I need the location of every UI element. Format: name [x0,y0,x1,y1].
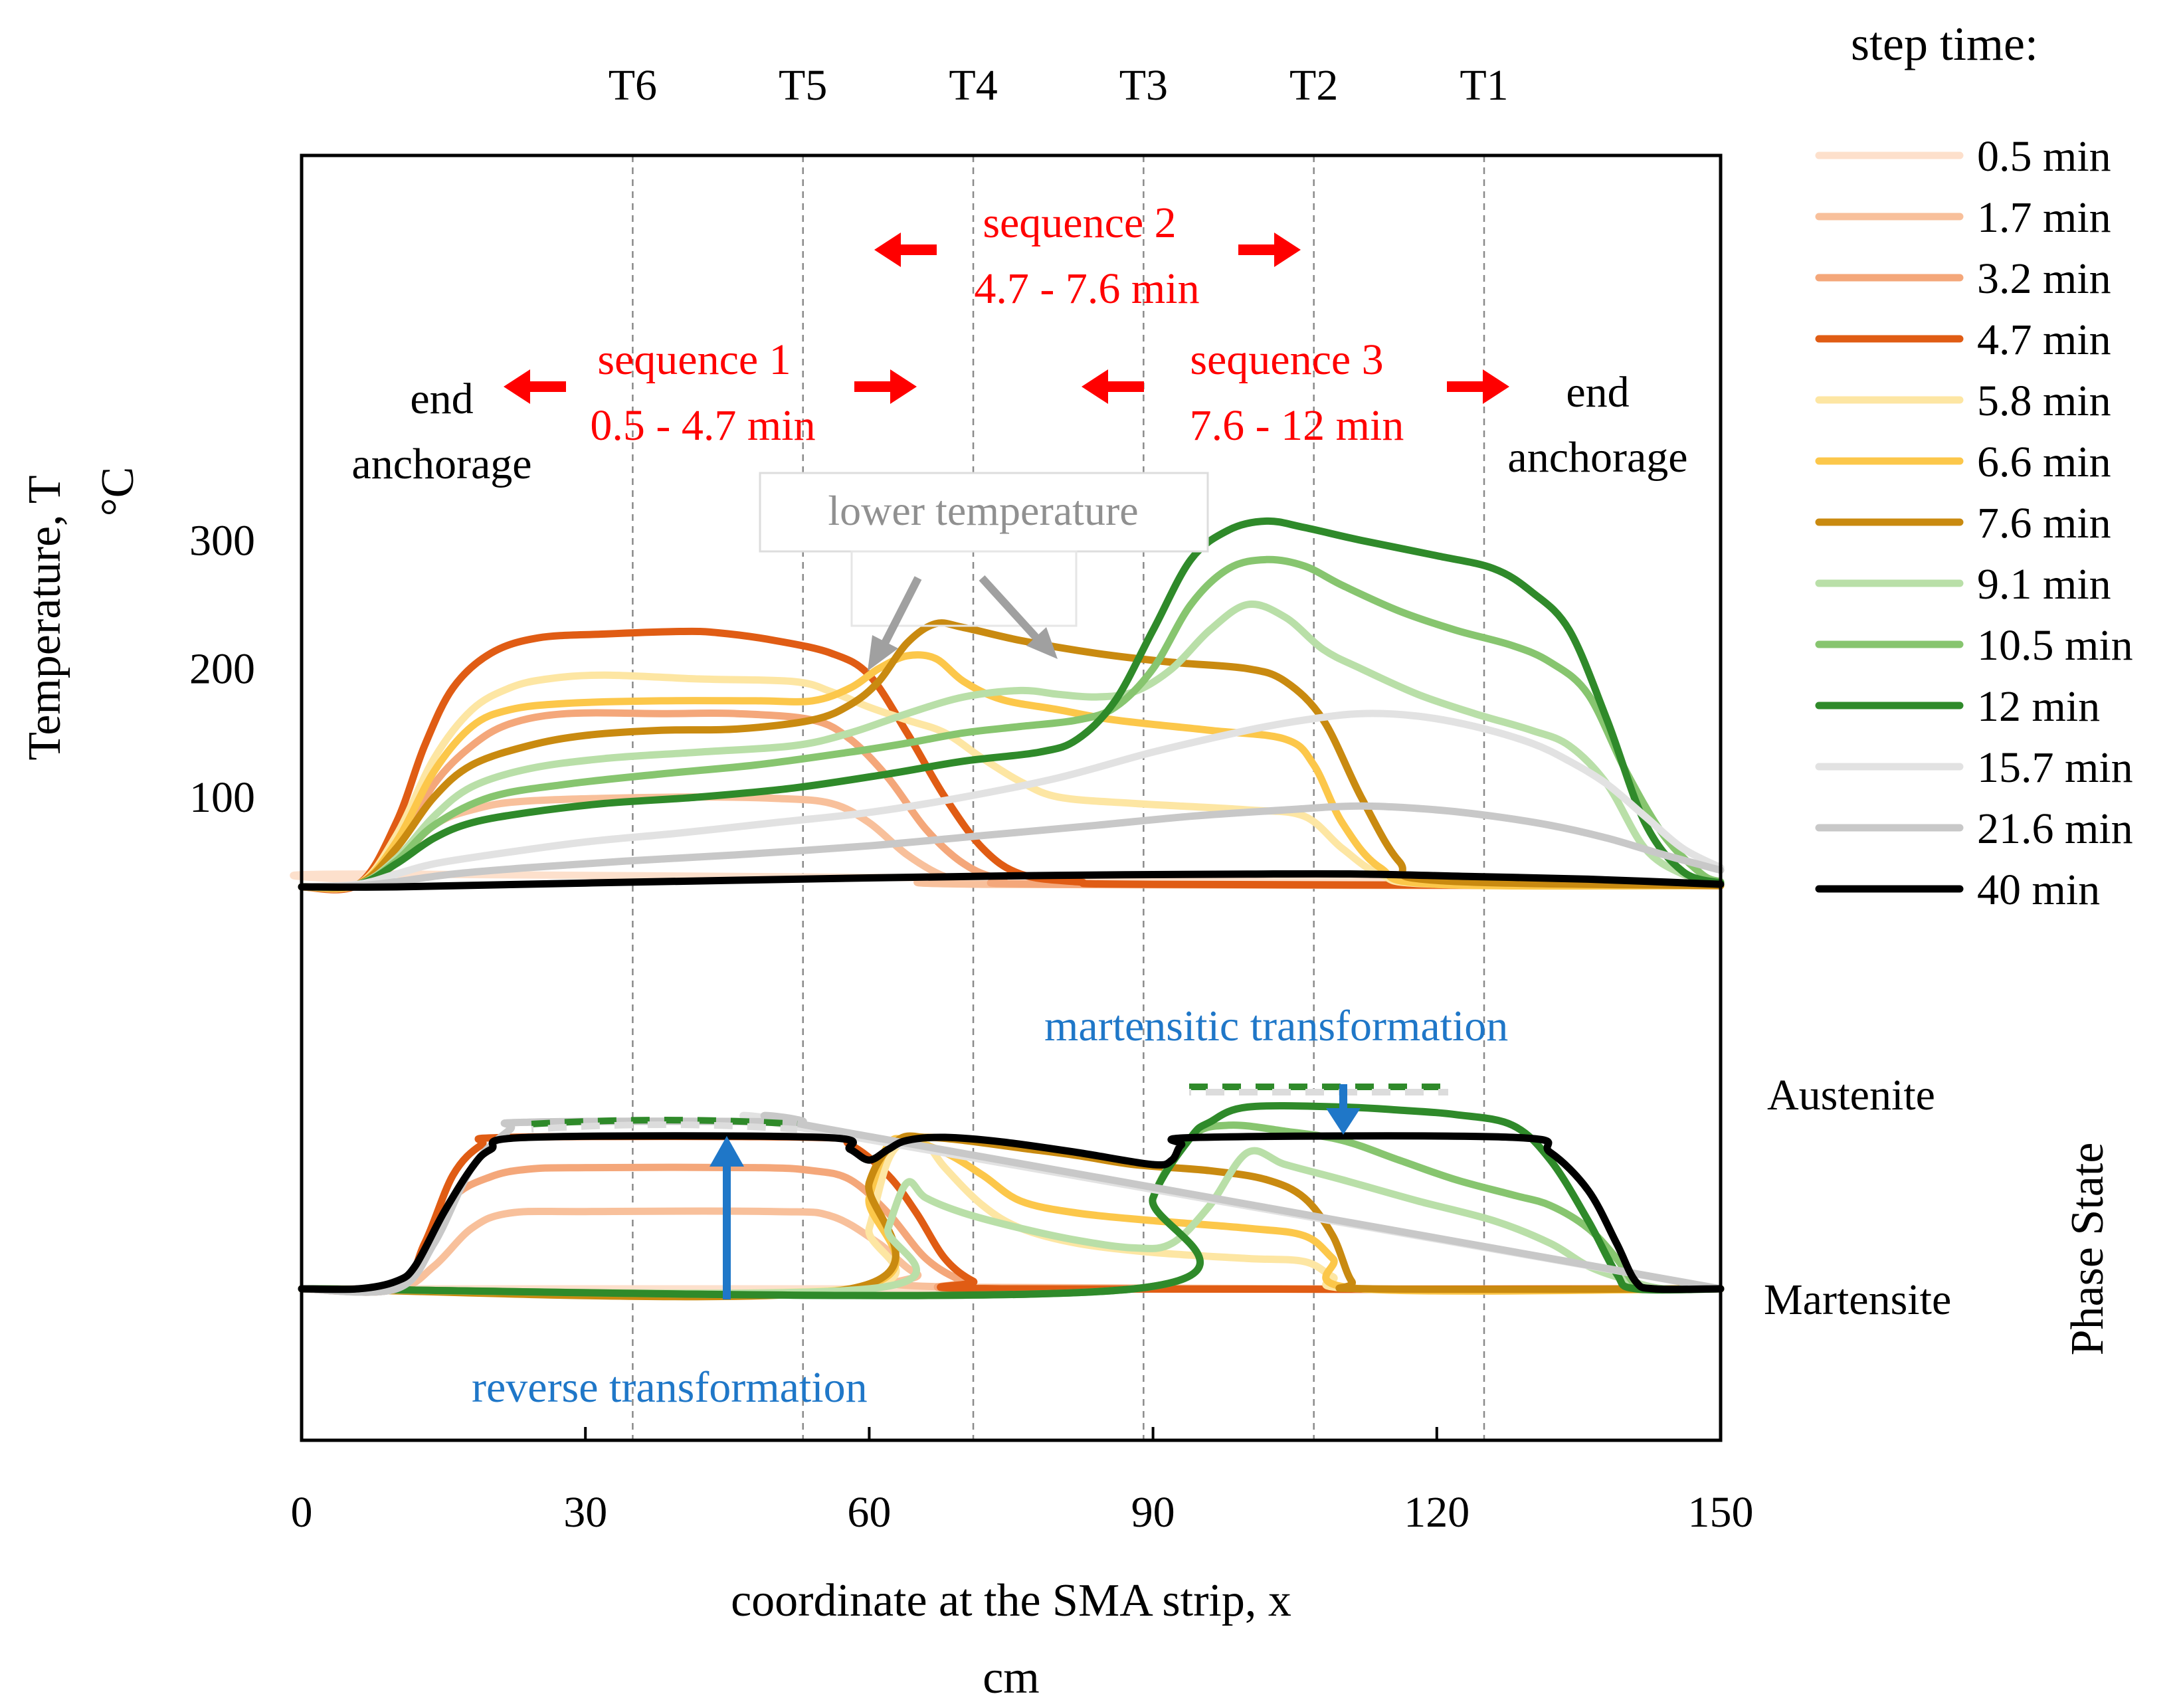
legend-label-40-min: 40 min [1977,866,2100,914]
x-axis-label: coordinate at the SMA strip, x [731,1575,1291,1626]
legend: 0.5 min 1.7 min 3.2 min 4.7 min 5.8 min 6.6 m… [1815,132,2133,914]
y-tick-label: 200 [189,645,255,694]
phase-axis-label: Phase State [2062,1143,2113,1356]
seq1-left-arrow [504,369,566,404]
legend-label-15_7-min: 15.7 min [1977,743,2133,792]
phase-line-40-min [298,1132,1725,1293]
sensor-label-t3: T3 [1119,61,1168,110]
phase-martensite-label: Martensite [1764,1276,1951,1324]
temperature-line-6_6-min [298,651,1725,892]
sensor-label-t1: T1 [1460,61,1508,110]
temperature-line-9_1-min [298,600,1725,891]
temperature-line-40-min [298,870,1725,891]
legend-label-21_6-min: 21.6 min [1977,805,2133,853]
sequence-3-label: sequence 3 [1190,335,1383,384]
temperature-line-5_8-min [298,671,1725,893]
seq3-right-arrow [1447,369,1509,404]
phase-line-9_1-min [298,1147,1725,1297]
sensor-label-t2: T2 [1289,61,1338,110]
y-axis-unit: °C [92,467,143,517]
sequence-3-range: 7.6 - 12 min [1190,401,1404,450]
austenite-dash-left-gray [531,1121,798,1133]
legend-label-9_1-min: 9.1 min [1977,560,2111,609]
temperature-line-7_6-min [298,619,1725,892]
legend-title: step time: [1851,17,2038,70]
sensor-label-t5: T5 [779,61,827,110]
end-anchorage-right-line2: anchorage [1507,433,1687,482]
legend-label-1_7-min: 1.7 min [1977,193,2111,242]
seq3-left-arrow [1082,369,1144,404]
y-tick-label: 100 [189,773,255,822]
temperature-line-10_5-min [298,555,1725,891]
sequence-annotations: sequence 2 4.7 - 7.6 min sequence 1 0.5 … [504,199,1509,450]
x-axis-ticks: 0 30 60 90 120 150 [291,1427,1754,1537]
lower-temperature-label: lower temperature [828,487,1138,534]
x-tick-label: 30 [563,1488,607,1537]
legend-label-10_5-min: 10.5 min [1977,621,2133,670]
transformation-annotations: martensitic transformation reverse trans… [472,1002,1508,1412]
austenite-dash-left-green [531,1117,798,1127]
end-anchorage-right-line1: end [1566,368,1629,417]
x-tick-label: 120 [1404,1488,1469,1537]
temperature-line-4_7-min [298,627,1725,894]
x-tick-label: 90 [1131,1488,1175,1537]
temperature-line-12-min [298,517,1725,891]
y-axis-ticks: 100 200 300 [189,516,255,821]
legend-label-7_6-min: 7.6 min [1977,499,2111,547]
sequence-2-range: 4.7 - 7.6 min [974,264,1199,313]
phase-line-12-min [298,1102,1725,1299]
y-axis-label: Temperature, T [19,475,70,760]
sequence-2-label: sequence 2 [983,199,1176,247]
reverse-transformation-label: reverse transformation [472,1363,868,1412]
x-axis-unit: cm [983,1652,1040,1703]
end-anchorage-left-line1: end [410,375,473,423]
austenite-dashed-traces [531,1084,1448,1133]
y-tick-label: 300 [189,516,255,565]
temperature-line-21_6-min [298,802,1725,891]
sequence-1-range: 0.5 - 4.7 min [590,401,815,450]
martensitic-transformation-label: martensitic transformation [1044,1002,1508,1050]
temperature-series [290,517,1725,894]
x-tick-label: 60 [847,1488,891,1537]
sequence-1-label: sequence 1 [597,335,791,384]
sensor-label-t6: T6 [609,61,657,110]
temperature-line-15_7-min [298,710,1725,891]
legend-label-5_8-min: 5.8 min [1977,377,2111,425]
legend-label-4_7-min: 4.7 min [1977,316,2111,364]
sensor-labels: T6 T5 T4 T3 T2 T1 [609,61,1509,110]
x-tick-label: 0 [291,1488,313,1537]
seq2-right-arrow [1238,233,1301,267]
legend-label-6_6-min: 6.6 min [1977,438,2111,486]
sensor-guide-lines [632,155,1485,1440]
legend-label-3_2-min: 3.2 min [1977,254,2111,303]
x-tick-label: 150 [1688,1488,1754,1537]
lower-temperature-callout: lower temperature [759,472,1209,671]
phase-austenite-label: Austenite [1767,1071,1935,1119]
sensor-label-t4: T4 [949,61,997,110]
end-anchorage-left-line2: anchorage [351,440,531,488]
seq2-left-arrow [874,233,937,267]
legend-label-12-min: 12 min [1977,682,2100,731]
plot-frame [300,153,1723,1442]
seq1-right-arrow [854,369,917,404]
legend-label-0_5-min: 0.5 min [1977,132,2111,181]
